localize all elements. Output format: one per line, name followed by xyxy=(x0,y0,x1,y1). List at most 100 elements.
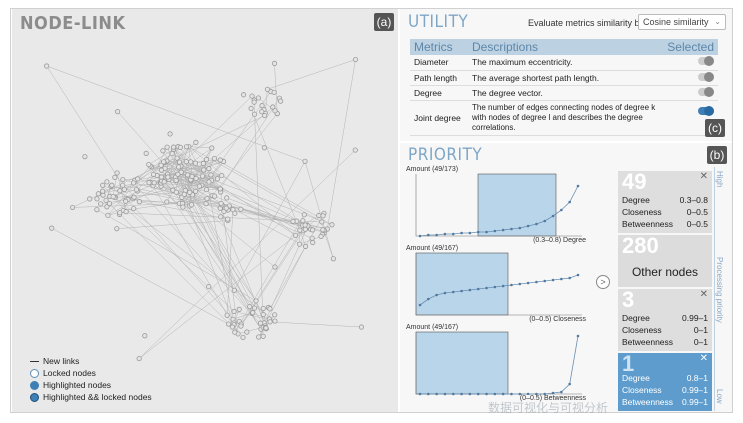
graph-node[interactable] xyxy=(271,60,278,66)
priority-card[interactable]: 280 Other nodes xyxy=(618,233,712,287)
graph-node[interactable] xyxy=(297,227,303,233)
graph-node[interactable] xyxy=(219,172,225,179)
graph-node[interactable] xyxy=(302,243,309,249)
graph-node[interactable] xyxy=(94,207,100,213)
metric-toggle[interactable] xyxy=(698,86,714,97)
graph-node[interactable] xyxy=(272,108,278,114)
graph-node[interactable] xyxy=(82,154,88,160)
graph-node[interactable] xyxy=(183,159,189,165)
graph-node[interactable] xyxy=(352,56,359,63)
network-graph[interactable] xyxy=(12,9,398,412)
graph-node[interactable] xyxy=(177,144,184,151)
graph-node[interactable] xyxy=(170,144,177,150)
graph-node[interactable] xyxy=(251,111,258,117)
graph-node[interactable] xyxy=(187,189,193,195)
graph-node[interactable] xyxy=(114,170,120,176)
betweenness-chart[interactable]: Amount (49/167) (0–0.5) Betweenness xyxy=(406,324,586,402)
graph-node[interactable] xyxy=(230,206,236,213)
graph-node[interactable] xyxy=(136,199,142,205)
graph-node[interactable] xyxy=(238,206,244,212)
graph-node[interactable] xyxy=(131,180,137,186)
graph-node[interactable] xyxy=(263,325,269,331)
graph-node[interactable] xyxy=(164,144,170,150)
graph-node[interactable] xyxy=(218,200,224,207)
graph-node[interactable] xyxy=(95,191,101,197)
graph-node[interactable] xyxy=(316,212,322,219)
graph-node[interactable] xyxy=(231,287,237,293)
graph-node[interactable] xyxy=(225,216,231,222)
graph-node[interactable] xyxy=(120,176,126,183)
graph-node[interactable] xyxy=(192,188,199,194)
graph-node[interactable] xyxy=(251,305,258,311)
graph-node[interactable] xyxy=(49,225,55,231)
selected-range[interactable] xyxy=(477,173,557,237)
graph-node[interactable] xyxy=(204,195,210,202)
graph-node[interactable] xyxy=(169,150,175,157)
graph-node[interactable] xyxy=(151,180,157,186)
graph-node[interactable] xyxy=(309,227,316,233)
graph-node[interactable] xyxy=(214,176,221,182)
graph-node[interactable] xyxy=(164,199,170,205)
graph-node[interactable] xyxy=(189,202,195,208)
graph-node[interactable] xyxy=(114,109,121,115)
graph-node[interactable] xyxy=(292,232,299,238)
graph-node[interactable] xyxy=(224,195,230,201)
graph-node[interactable] xyxy=(330,256,336,262)
graph-node[interactable] xyxy=(272,312,278,318)
graph-node[interactable] xyxy=(117,210,123,216)
graph-node[interactable] xyxy=(120,182,126,188)
graph-node[interactable] xyxy=(309,235,315,241)
graph-node[interactable] xyxy=(302,158,308,164)
graph-node[interactable] xyxy=(262,112,268,119)
graph-node[interactable] xyxy=(203,201,209,207)
graph-node[interactable] xyxy=(218,214,224,220)
graph-node[interactable] xyxy=(175,171,181,177)
graph-node[interactable] xyxy=(224,312,230,318)
graph-node[interactable] xyxy=(176,164,182,170)
graph-node[interactable] xyxy=(135,176,141,182)
priority-card[interactable]: 1 ✕ Degree 0.8–1 Closeness 0.99–1 Betweenn… xyxy=(618,351,712,411)
graph-node[interactable] xyxy=(112,174,118,181)
graph-node[interactable] xyxy=(150,171,157,178)
graph-node[interactable] xyxy=(244,329,250,335)
graph-node[interactable] xyxy=(196,183,203,189)
graph-node[interactable] xyxy=(217,157,223,163)
close-icon[interactable]: ✕ xyxy=(699,171,708,182)
graph-node[interactable] xyxy=(174,155,180,161)
graph-node[interactable] xyxy=(189,173,195,180)
graph-node[interactable] xyxy=(238,323,244,329)
degree-chart[interactable]: Amount (49/173) (0.3–0.8) Degree xyxy=(406,166,586,244)
graph-node[interactable] xyxy=(143,150,149,156)
graph-node[interactable] xyxy=(133,187,140,193)
metric-toggle[interactable] xyxy=(698,105,714,116)
graph-node[interactable] xyxy=(123,209,129,215)
graph-node[interactable] xyxy=(272,264,278,270)
graph-node[interactable] xyxy=(206,283,212,290)
graph-node[interactable] xyxy=(167,131,173,137)
similarity-select[interactable]: Cosine similarity ⌄ xyxy=(638,14,726,30)
metric-toggle[interactable] xyxy=(698,56,714,67)
graph-node[interactable] xyxy=(94,196,100,202)
graph-node[interactable] xyxy=(278,98,284,104)
graph-node[interactable] xyxy=(302,222,308,228)
graph-node[interactable] xyxy=(104,179,110,185)
graph-node[interactable] xyxy=(123,198,129,204)
graph-node[interactable] xyxy=(240,334,246,341)
graph-node[interactable] xyxy=(260,311,266,318)
graph-node[interactable] xyxy=(260,333,266,339)
graph-node[interactable] xyxy=(251,99,257,105)
graph-node[interactable] xyxy=(264,86,271,92)
graph-node[interactable] xyxy=(193,139,199,145)
graph-node[interactable] xyxy=(100,182,106,188)
graph-node[interactable] xyxy=(158,174,165,180)
graph-node[interactable] xyxy=(329,222,335,228)
graph-node[interactable] xyxy=(250,310,256,316)
metric-toggle[interactable] xyxy=(698,71,714,82)
graph-node[interactable] xyxy=(223,205,229,211)
graph-node[interactable] xyxy=(109,182,115,188)
graph-node[interactable] xyxy=(236,306,242,312)
apply-arrow-button[interactable]: > xyxy=(596,275,610,289)
graph-node[interactable] xyxy=(212,193,218,199)
graph-node[interactable] xyxy=(260,305,266,312)
closeness-chart[interactable]: Amount (49/167) (0–0.5) Closeness xyxy=(406,245,586,323)
